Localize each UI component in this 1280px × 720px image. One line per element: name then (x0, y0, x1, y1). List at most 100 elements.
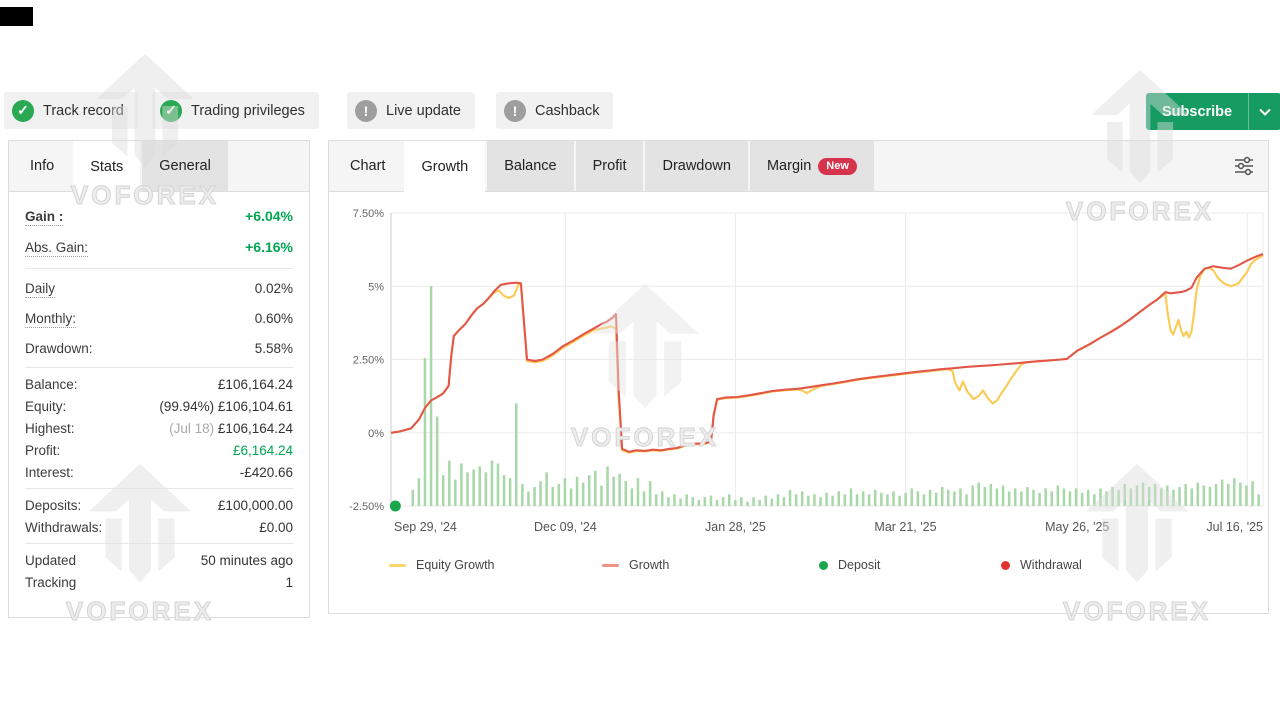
stat-row-highest: Highest: (Jul 18) £106,164.24 (25, 417, 293, 439)
stat-row-daily: Daily 0.02% (25, 274, 293, 304)
volume-bar (1007, 491, 1011, 506)
tab-margin[interactable]: Margin New (749, 141, 874, 191)
info-panel-tabs: Info Stats General (9, 141, 309, 192)
volume-bar (825, 492, 828, 506)
subscribe-button[interactable]: Subscribe (1146, 93, 1280, 130)
tab-general[interactable]: General (142, 141, 228, 191)
stat-row-abs-gain: Abs. Gain: +6.16% (25, 232, 293, 263)
svg-text:Jan 28, '25: Jan 28, '25 (705, 520, 766, 534)
svg-text:May 26, '25: May 26, '25 (1045, 520, 1109, 534)
stat-label: Daily (25, 280, 56, 298)
volume-bar (472, 469, 475, 506)
volume-bar (508, 478, 512, 506)
volume-bar (977, 482, 980, 506)
legend-item-equity-growth[interactable]: Equity Growth (389, 558, 495, 572)
volume-bar (539, 481, 542, 506)
tab-balance[interactable]: Balance (487, 141, 574, 191)
volume-bar (496, 463, 500, 506)
stat-value: £106,164.24 (217, 376, 293, 392)
volume-bar (807, 495, 810, 506)
svg-text:Jul 16, '25: Jul 16, '25 (1206, 520, 1263, 534)
tab-profit[interactable]: Profit (575, 141, 644, 191)
badge-live-update[interactable]: ! Live update (347, 92, 475, 129)
volume-bar (533, 487, 536, 506)
badge-trading-privileges[interactable]: ✓ Trading privileges (152, 92, 319, 129)
stat-row-monthly: Monthly: 0.60% (25, 304, 293, 334)
volume-bar (715, 500, 719, 506)
stat-value: £0.00 (259, 519, 293, 535)
legend-item-deposit[interactable]: Deposit (819, 558, 880, 572)
volume-bar (880, 492, 883, 506)
volume-bar (569, 488, 573, 506)
volume-bar (934, 492, 938, 506)
stat-label: Interest: (25, 464, 74, 480)
volume-bar (642, 491, 646, 506)
stat-row-withdrawals: Withdrawals: £0.00 (25, 516, 293, 538)
volume-bar (770, 498, 774, 506)
volume-bar (1099, 488, 1102, 506)
volume-bar (843, 494, 847, 506)
check-icon: ✓ (160, 99, 182, 122)
chevron-down-icon[interactable] (1248, 93, 1280, 130)
volume-bar (746, 501, 749, 506)
svg-text:7.50%: 7.50% (353, 208, 384, 220)
volume-bar (734, 500, 737, 506)
volume-bar (600, 485, 603, 506)
badge-cashback[interactable]: ! Cashback (496, 92, 614, 129)
tab-label: Profit (592, 158, 627, 174)
chart-legend: Equity Growth Growth Deposit Withdrawal (329, 546, 1268, 590)
stat-label: Profit: (25, 442, 61, 458)
legend-item-withdrawal[interactable]: Withdrawal (1001, 558, 1082, 572)
tab-stats[interactable]: Stats (73, 141, 141, 192)
volume-bar (989, 484, 993, 506)
badge-label: Trading privileges (191, 102, 305, 119)
exclamation-icon: ! (504, 99, 526, 122)
chart-panel-tabs: Chart Growth Balance Profit Drawdown Margin Ne… (329, 141, 1268, 192)
stat-value: 0.02% (254, 280, 293, 296)
video-artifact (0, 7, 33, 26)
stat-value: £100,000.00 (217, 497, 293, 513)
volume-bar (460, 463, 463, 506)
badge-track-record[interactable]: ✓ Track record (4, 92, 138, 129)
volume-bar (721, 497, 725, 506)
legend-label: Deposit (838, 558, 881, 572)
volume-bar (417, 478, 421, 506)
stat-label: Abs. Gain: (25, 239, 89, 257)
volume-bar (861, 491, 865, 506)
subscribe-label[interactable]: Subscribe (1146, 93, 1249, 130)
tab-label: Growth (421, 158, 469, 175)
tab-info[interactable]: Info (13, 141, 71, 191)
badge-label: Track record (43, 102, 124, 119)
volume-bar (1093, 494, 1096, 506)
tab-drawdown[interactable]: Drawdown (645, 141, 748, 191)
account-info-panel: Info Stats General Gain : +6.04% Abs. Gain: +… (8, 140, 310, 618)
volume-bar (928, 489, 932, 506)
volume-bar (527, 491, 530, 506)
svg-text:-2.50%: -2.50% (349, 501, 384, 513)
volume-bar (1117, 489, 1120, 506)
chart-settings-icon[interactable] (1232, 154, 1256, 178)
volume-bar (1105, 491, 1108, 506)
tab-chart[interactable]: Chart (333, 141, 402, 191)
volume-bar (752, 497, 755, 506)
volume-bar (1172, 489, 1175, 506)
volume-bar (1153, 484, 1157, 506)
volume-bar (855, 494, 859, 506)
volume-bar (1239, 482, 1242, 506)
stat-value: 50 minutes ago (200, 552, 293, 568)
volume-bar (563, 478, 567, 506)
volume-bar (898, 495, 901, 506)
tab-growth[interactable]: Growth (404, 141, 486, 192)
volume-bar (1233, 478, 1236, 506)
stat-value-prefix: (Jul 18) (169, 420, 218, 436)
deposit-swatch (819, 560, 828, 570)
volume-bar (941, 487, 944, 506)
volume-bar (454, 479, 457, 506)
volume-bar (819, 497, 822, 506)
svg-text:2.50%: 2.50% (353, 355, 384, 367)
volume-bar (557, 484, 561, 506)
stat-label: Withdrawals: (25, 519, 103, 535)
legend-item-growth[interactable]: Growth (602, 558, 669, 572)
volume-bar (1032, 489, 1035, 506)
volume-bar (916, 491, 920, 506)
